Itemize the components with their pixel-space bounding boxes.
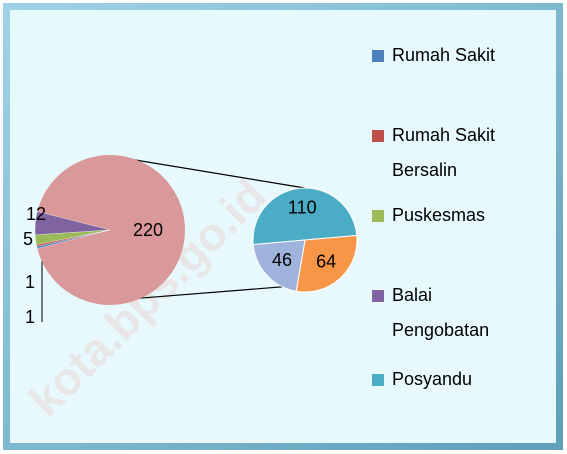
data-label: 1 <box>25 307 35 327</box>
data-label: 12 <box>26 204 46 224</box>
data-label: 1 <box>25 272 35 292</box>
connector-line <box>116 156 306 189</box>
data-label: 5 <box>23 229 33 249</box>
data-label: 46 <box>272 250 292 270</box>
data-label: 64 <box>316 252 336 272</box>
legend-item: Posyandu <box>372 362 512 397</box>
data-label: 110 <box>288 198 317 218</box>
pie-slice <box>37 155 185 306</box>
legend-item: Puskesmas <box>372 198 512 233</box>
legend-label: Puskesmas <box>392 205 486 225</box>
legend-swatch <box>372 290 384 302</box>
legend-label: Posyandu <box>392 369 473 389</box>
pie-slice <box>295 234 358 293</box>
legend-swatch <box>372 374 384 386</box>
legend-item: Rumah Sakit <box>372 38 512 73</box>
connector-line <box>116 284 306 301</box>
pie-slice <box>252 239 306 292</box>
legend-label: Balai Pengobatan <box>392 285 490 340</box>
legend-item: Balai Pengobatan <box>372 278 512 348</box>
pie-slice <box>36 229 111 249</box>
data-label: 220 <box>133 220 163 240</box>
legend-swatch <box>372 50 384 62</box>
legend-label: Rumah Sakit Bersalin <box>392 125 496 180</box>
legend-item: Rumah Sakit Bersalin <box>372 118 512 188</box>
legend-label: Rumah Sakit <box>392 45 496 65</box>
legend-swatch <box>372 210 384 222</box>
pie-slice <box>252 187 358 246</box>
legend-swatch <box>372 130 384 142</box>
